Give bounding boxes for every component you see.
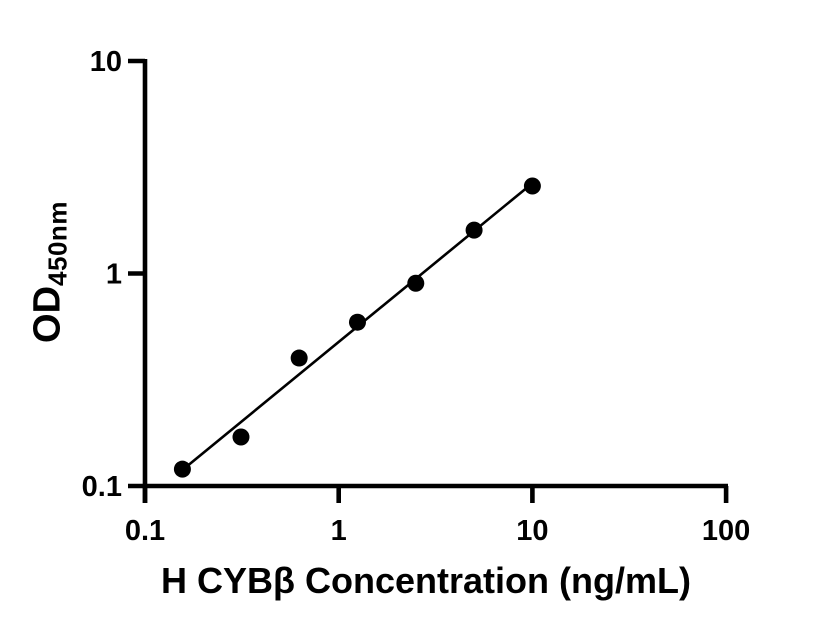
x-tick-label: 1 [331, 515, 347, 547]
y-axis-title: OD450nm [27, 201, 74, 343]
y-tick-label: 0.1 [82, 471, 122, 503]
y-tick-label: 10 [90, 46, 122, 78]
x-tick-label: 0.1 [125, 515, 165, 547]
data-point [232, 428, 250, 446]
data-point [407, 274, 425, 292]
data-point [523, 177, 541, 195]
x-tick-label: 10 [516, 515, 548, 547]
data-point [290, 349, 308, 367]
x-tick-label: 100 [702, 515, 750, 547]
y-axis-title-main: OD [26, 285, 69, 343]
y-tick-label: 1 [106, 259, 122, 291]
data-point [465, 221, 483, 239]
y-axis-title-subscript: 450nm [42, 201, 73, 286]
data-point [173, 460, 191, 478]
x-axis-title: H CYBβ Concentration (ng/mL) [161, 560, 691, 601]
data-point [348, 313, 366, 331]
